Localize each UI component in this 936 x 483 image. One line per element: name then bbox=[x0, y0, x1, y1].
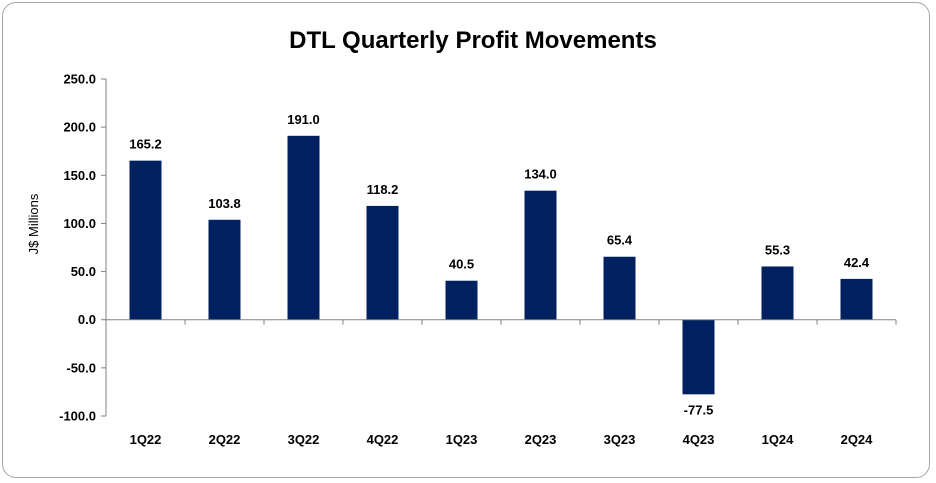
x-tick-label: 2Q24 bbox=[841, 432, 874, 447]
axes-group: -100.0 -50.0 0.0 50.0 100.0 150.0 200.0 250.0 1Q… bbox=[59, 72, 897, 447]
x-tick-label: 3Q22 bbox=[288, 432, 320, 447]
y-tick-label: -100.0 bbox=[59, 409, 96, 424]
x-tick-label: 2Q22 bbox=[209, 432, 241, 447]
data-label: 191.0 bbox=[287, 112, 320, 127]
y-tick-label: 100.0 bbox=[63, 216, 96, 231]
data-label: -77.5 bbox=[684, 402, 714, 417]
bar-3q22 bbox=[287, 135, 320, 320]
y-tick-label: -50.0 bbox=[66, 360, 96, 375]
data-label: 55.3 bbox=[765, 242, 790, 257]
data-label: 103.8 bbox=[208, 196, 241, 211]
bar-2q22 bbox=[208, 219, 241, 320]
data-label: 134.0 bbox=[524, 167, 557, 182]
x-tick-label: 3Q23 bbox=[604, 432, 636, 447]
y-tick-label: 150.0 bbox=[63, 168, 96, 183]
data-label: 165.2 bbox=[129, 137, 162, 152]
y-tick-label: 0.0 bbox=[78, 312, 96, 327]
y-tick-label: 50.0 bbox=[71, 264, 96, 279]
data-label: 118.2 bbox=[367, 182, 399, 197]
bar-1q22 bbox=[129, 160, 162, 320]
y-tick-label: 200.0 bbox=[63, 120, 96, 135]
bar-2q23 bbox=[524, 190, 557, 320]
data-labels-group: 165.2 103.8 191.0 118.2 40.5 134.0 65.4 -77.5 55… bbox=[129, 112, 870, 418]
bar-1q23 bbox=[445, 280, 478, 320]
bar-4q23 bbox=[682, 319, 715, 395]
x-tick-label: 1Q23 bbox=[446, 432, 478, 447]
bar-2q24 bbox=[840, 278, 873, 320]
bar-3q23 bbox=[603, 256, 636, 320]
data-label: 42.4 bbox=[844, 255, 870, 270]
x-tick-label: 4Q22 bbox=[367, 432, 399, 447]
data-label: 65.4 bbox=[607, 233, 633, 248]
chart-title: DTL Quarterly Profit Movements bbox=[289, 27, 657, 54]
y-tick-label: 250.0 bbox=[63, 72, 96, 87]
x-tick-label: 4Q23 bbox=[683, 432, 715, 447]
x-tick-label: 2Q23 bbox=[525, 432, 557, 447]
x-tick-label: 1Q22 bbox=[130, 432, 162, 447]
bars-group bbox=[129, 135, 873, 395]
bar-1q24 bbox=[761, 266, 794, 320]
y-axis-label: J$ Millions bbox=[26, 193, 41, 254]
bar-4q22 bbox=[366, 205, 399, 320]
x-tick-label: 1Q24 bbox=[762, 432, 795, 447]
data-label: 40.5 bbox=[449, 257, 474, 272]
